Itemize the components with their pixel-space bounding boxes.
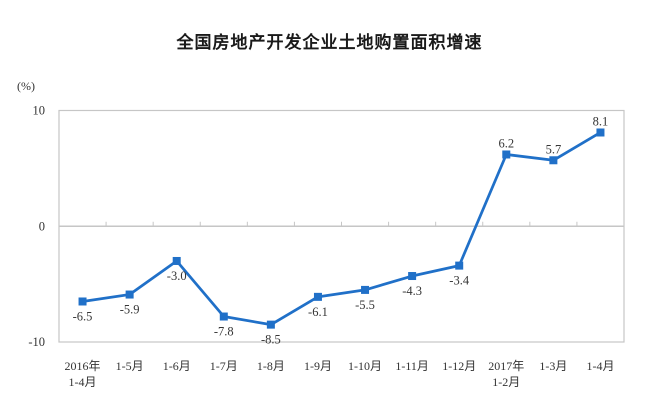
data-point-label: 5.7 bbox=[546, 142, 562, 156]
data-point-marker bbox=[125, 290, 134, 299]
data-point-marker bbox=[596, 128, 605, 137]
data-point-label: -4.3 bbox=[402, 284, 422, 298]
x-axis-label: 2016年 1-4月 bbox=[65, 359, 101, 389]
data-point-label: -3.0 bbox=[167, 269, 187, 283]
data-point-marker bbox=[78, 297, 87, 306]
x-axis-label: 1-9月 bbox=[304, 359, 332, 373]
x-axis-label: 1-8月 bbox=[257, 359, 285, 373]
data-point-label: -3.4 bbox=[449, 274, 470, 288]
data-point-label: -5.5 bbox=[355, 298, 375, 312]
x-axis-label: 1-5月 bbox=[116, 359, 144, 373]
x-axis-label: 1-7月 bbox=[210, 359, 238, 373]
data-point-marker bbox=[455, 261, 464, 270]
chart-title: 全国房地产开发企业土地购置面积增速 bbox=[176, 33, 483, 52]
data-point-marker bbox=[502, 150, 511, 159]
data-point-label: -7.8 bbox=[214, 325, 234, 339]
data-point-label: -5.9 bbox=[120, 303, 140, 317]
data-point-marker bbox=[219, 312, 228, 321]
x-axis-label: 1-10月 bbox=[348, 359, 382, 373]
data-point-marker bbox=[313, 292, 322, 301]
data-point-label: 6.2 bbox=[498, 136, 514, 150]
data-point-label: -8.5 bbox=[261, 333, 281, 347]
x-axis-label: 1-4月 bbox=[586, 359, 614, 373]
x-axis-label: 1-12月 bbox=[442, 359, 476, 373]
y-axis-unit-label: (%) bbox=[17, 79, 35, 93]
data-point-marker bbox=[361, 285, 370, 294]
y-tick-label: -10 bbox=[28, 335, 45, 349]
data-point-marker bbox=[172, 256, 181, 265]
data-point-marker bbox=[408, 272, 417, 281]
data-point-marker bbox=[266, 320, 275, 329]
x-axis-label: 2017年 1-2月 bbox=[488, 359, 524, 389]
line-series bbox=[81, 131, 602, 327]
x-axis-label: 1-6月 bbox=[163, 359, 191, 373]
y-tick-label: 10 bbox=[33, 104, 46, 118]
data-point-label: -6.5 bbox=[73, 309, 93, 323]
data-point-label: -6.1 bbox=[308, 305, 328, 319]
data-point-marker bbox=[549, 156, 558, 165]
y-tick-label: 0 bbox=[39, 219, 45, 233]
data-point-label: 8.1 bbox=[593, 114, 609, 128]
x-axis-label: 1-11月 bbox=[395, 359, 429, 373]
x-axis-label: 1-3月 bbox=[539, 359, 567, 373]
